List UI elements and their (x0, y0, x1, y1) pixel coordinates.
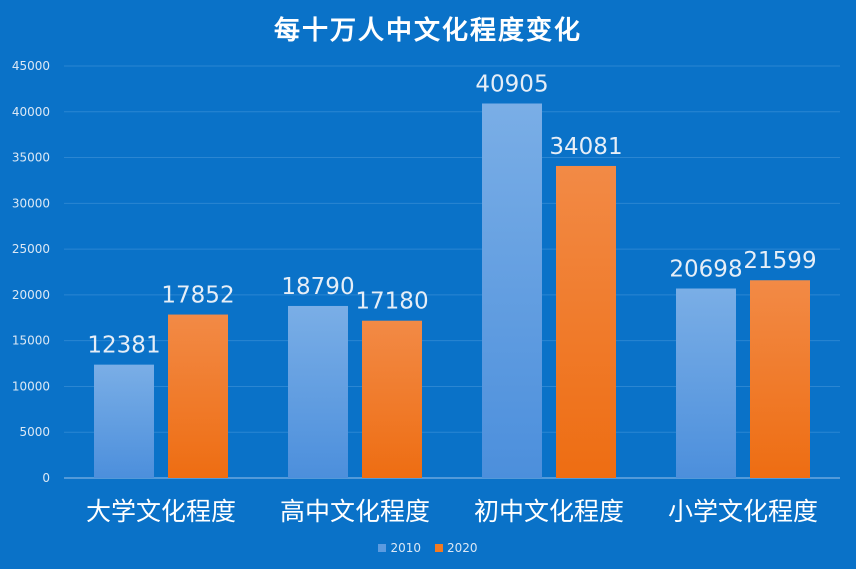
x-tick-label: 高中文化程度 (280, 497, 430, 526)
bar-2010-0 (94, 364, 154, 478)
legend: 2010 2020 (0, 541, 856, 555)
y-tick-label: 20000 (12, 288, 50, 302)
data-label: 21599 (743, 248, 816, 274)
y-tick-label: 10000 (12, 379, 50, 393)
data-label: 34081 (549, 134, 622, 160)
x-tick-label: 大学文化程度 (86, 497, 236, 526)
bar-2020-0 (168, 314, 228, 478)
data-label: 17852 (161, 283, 234, 309)
chart-title: 每十万人中文化程度变化 (273, 16, 582, 46)
x-tick-label: 初中文化程度 (474, 497, 624, 526)
bar-2010-2 (482, 103, 542, 478)
legend-label: 2010 (390, 541, 421, 555)
bar-2020-1 (362, 320, 422, 478)
y-axis: 0 5000 10000 15000 20000 25000 30000 35000 40000… (12, 59, 50, 485)
y-tick-label: 40000 (12, 105, 50, 119)
bar-2020-2 (556, 165, 616, 478)
y-tick-label: 25000 (12, 242, 50, 256)
y-tick-label: 5000 (19, 425, 50, 439)
y-tick-label: 15000 (12, 334, 50, 348)
x-tick-label: 小学文化程度 (668, 497, 818, 526)
data-label: 20698 (669, 256, 742, 282)
bar-2010-1 (288, 305, 348, 478)
bar-2010-3 (676, 288, 736, 478)
data-label: 40905 (475, 71, 548, 97)
x-axis: 大学文化程度 高中文化程度 初中文化程度 小学文化程度 (86, 497, 818, 526)
data-label: 18790 (281, 274, 354, 300)
legend-label: 2020 (447, 541, 478, 555)
legend-swatch (378, 544, 387, 552)
y-tick-label: 45000 (12, 59, 50, 73)
data-label: 17180 (355, 289, 428, 315)
bar-2020-3 (750, 280, 810, 478)
legend-item: 2020 (435, 541, 478, 555)
y-tick-label: 30000 (12, 196, 50, 210)
bars (94, 103, 810, 478)
legend-swatch (435, 544, 443, 552)
y-tick-label: 0 (42, 471, 50, 485)
legend-item: 2010 (378, 541, 421, 555)
data-label: 12381 (87, 333, 160, 359)
y-tick-label: 35000 (12, 151, 50, 165)
